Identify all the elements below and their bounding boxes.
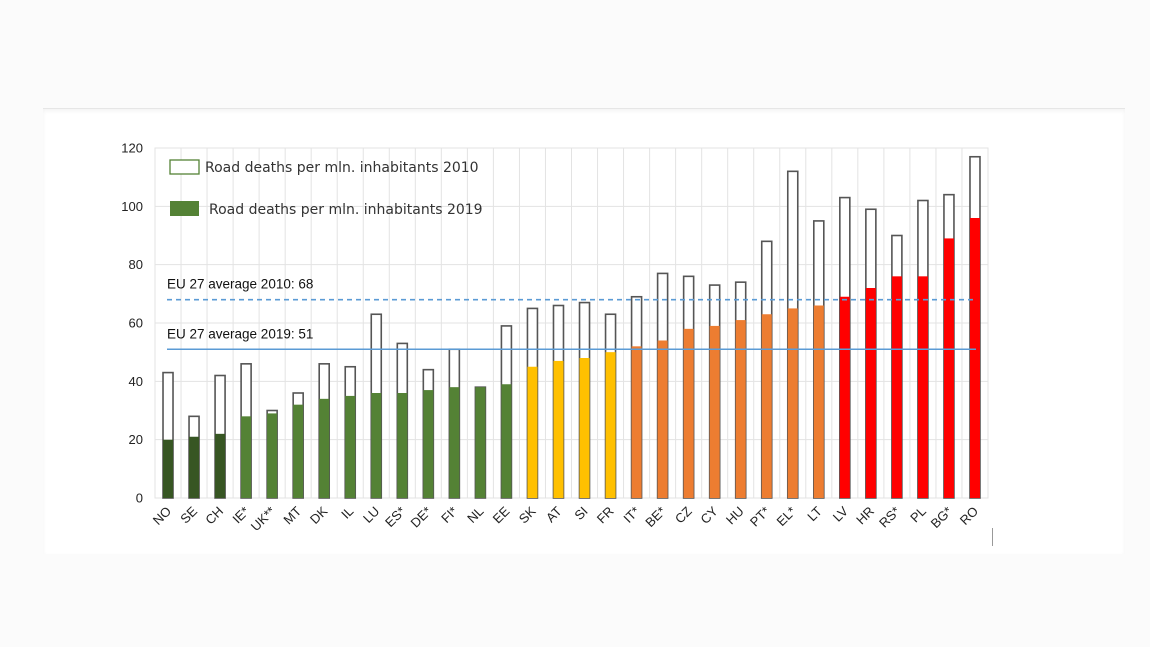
bar-2019-SK: [527, 366, 538, 498]
bar-2019-RS: [891, 276, 902, 498]
bar-2019-PL: [917, 276, 928, 498]
x-tick-label: FI*: [438, 504, 460, 526]
bar-2019-PT: [761, 314, 772, 498]
x-tick-label: IT*: [620, 504, 642, 526]
text-cursor: [992, 528, 993, 546]
bar-2019-RO: [969, 218, 980, 498]
bar-2019-NL: [475, 387, 486, 498]
x-tick-label: SE: [177, 503, 200, 526]
x-tick-label: BG*: [928, 504, 955, 531]
x-tick-label: NL: [464, 504, 486, 526]
bar-2019-IT: [631, 346, 642, 498]
x-tick-label: PL: [907, 504, 929, 526]
x-tick-label: NO: [150, 504, 174, 528]
x-tick-label: CY: [697, 503, 721, 527]
bar-2019-ES: [397, 393, 408, 498]
y-tick-label: 0: [136, 491, 143, 506]
x-tick-label: MT: [280, 503, 304, 527]
bar-2019-DE: [423, 390, 434, 498]
bar-2019-DK: [319, 398, 330, 498]
y-tick-label: 80: [129, 257, 143, 272]
eu-average-2019-label: EU 27 average 2019: 51: [167, 326, 313, 341]
bar-2019-UK: [267, 413, 278, 498]
bar-2019-SE: [189, 436, 200, 498]
x-tick-label: SK: [516, 503, 539, 526]
y-tick-label: 120: [121, 141, 143, 156]
bar-2019-AT: [553, 360, 564, 498]
x-tick-label: CZ: [672, 503, 695, 526]
x-tick-label: FR: [594, 504, 617, 527]
bar-2019-CH: [215, 433, 226, 498]
bar-2019-EL: [787, 308, 798, 498]
legend-label-2010: Road deaths per mln. inhabitants 2010: [205, 160, 479, 176]
x-tick-label: BE*: [642, 504, 668, 530]
bar-2019-HR: [865, 288, 876, 498]
x-tick-label: EL*: [773, 504, 798, 529]
x-tick-label: PT*: [747, 504, 773, 530]
x-tick-label: LV: [830, 503, 851, 524]
x-tick-label: HR: [853, 504, 877, 528]
bar-2019-EE: [501, 384, 512, 498]
bar-2019-CY: [709, 325, 720, 498]
bar-2019-BG: [943, 238, 954, 498]
bar-2019-LT: [813, 305, 824, 498]
bar-2019-LV: [839, 296, 850, 498]
x-tick-label: DK: [307, 503, 331, 527]
x-tick-label: UK**: [248, 504, 279, 535]
x-tick-label: DE*: [407, 504, 434, 531]
bar-2019-FR: [605, 352, 616, 498]
legend-swatch-2010: [169, 159, 200, 175]
bar-2019-IL: [345, 395, 356, 498]
bar-2019-FI: [449, 387, 460, 498]
x-tick-label: RO: [957, 504, 981, 528]
bar-2019-CZ: [683, 328, 694, 498]
bar-2019-HU: [735, 320, 746, 498]
bar-2019-BE: [657, 340, 668, 498]
eu-average-2010-label: EU 27 average 2010: 68: [167, 277, 313, 292]
x-tick-label: SI: [571, 504, 590, 523]
bar-2019-MT: [293, 404, 304, 498]
legend-label-2019: Road deaths per mln. inhabitants 2019: [209, 202, 483, 218]
y-tick-label: 20: [129, 432, 143, 447]
y-tick-label: 100: [121, 199, 143, 214]
x-tick-label: LT: [804, 503, 825, 524]
x-tick-label: CH: [202, 504, 226, 528]
x-tick-label: HU: [723, 504, 747, 528]
bar-2019-NO: [163, 439, 174, 498]
x-tick-label: EE: [490, 503, 513, 526]
bar-2019-IE: [241, 416, 252, 498]
x-tick-label: ES*: [382, 504, 408, 530]
x-tick-label: LU: [360, 504, 382, 526]
y-tick-label: 60: [129, 316, 143, 331]
x-tick-label: RS*: [876, 504, 903, 531]
bar-2019-SI: [579, 358, 590, 498]
legend-swatch-2019: [170, 201, 199, 216]
x-tick-label: AT: [543, 503, 565, 525]
bar-2019-LU: [371, 393, 382, 498]
x-tick-label: IL: [338, 504, 356, 522]
y-tick-label: 40: [129, 374, 143, 389]
